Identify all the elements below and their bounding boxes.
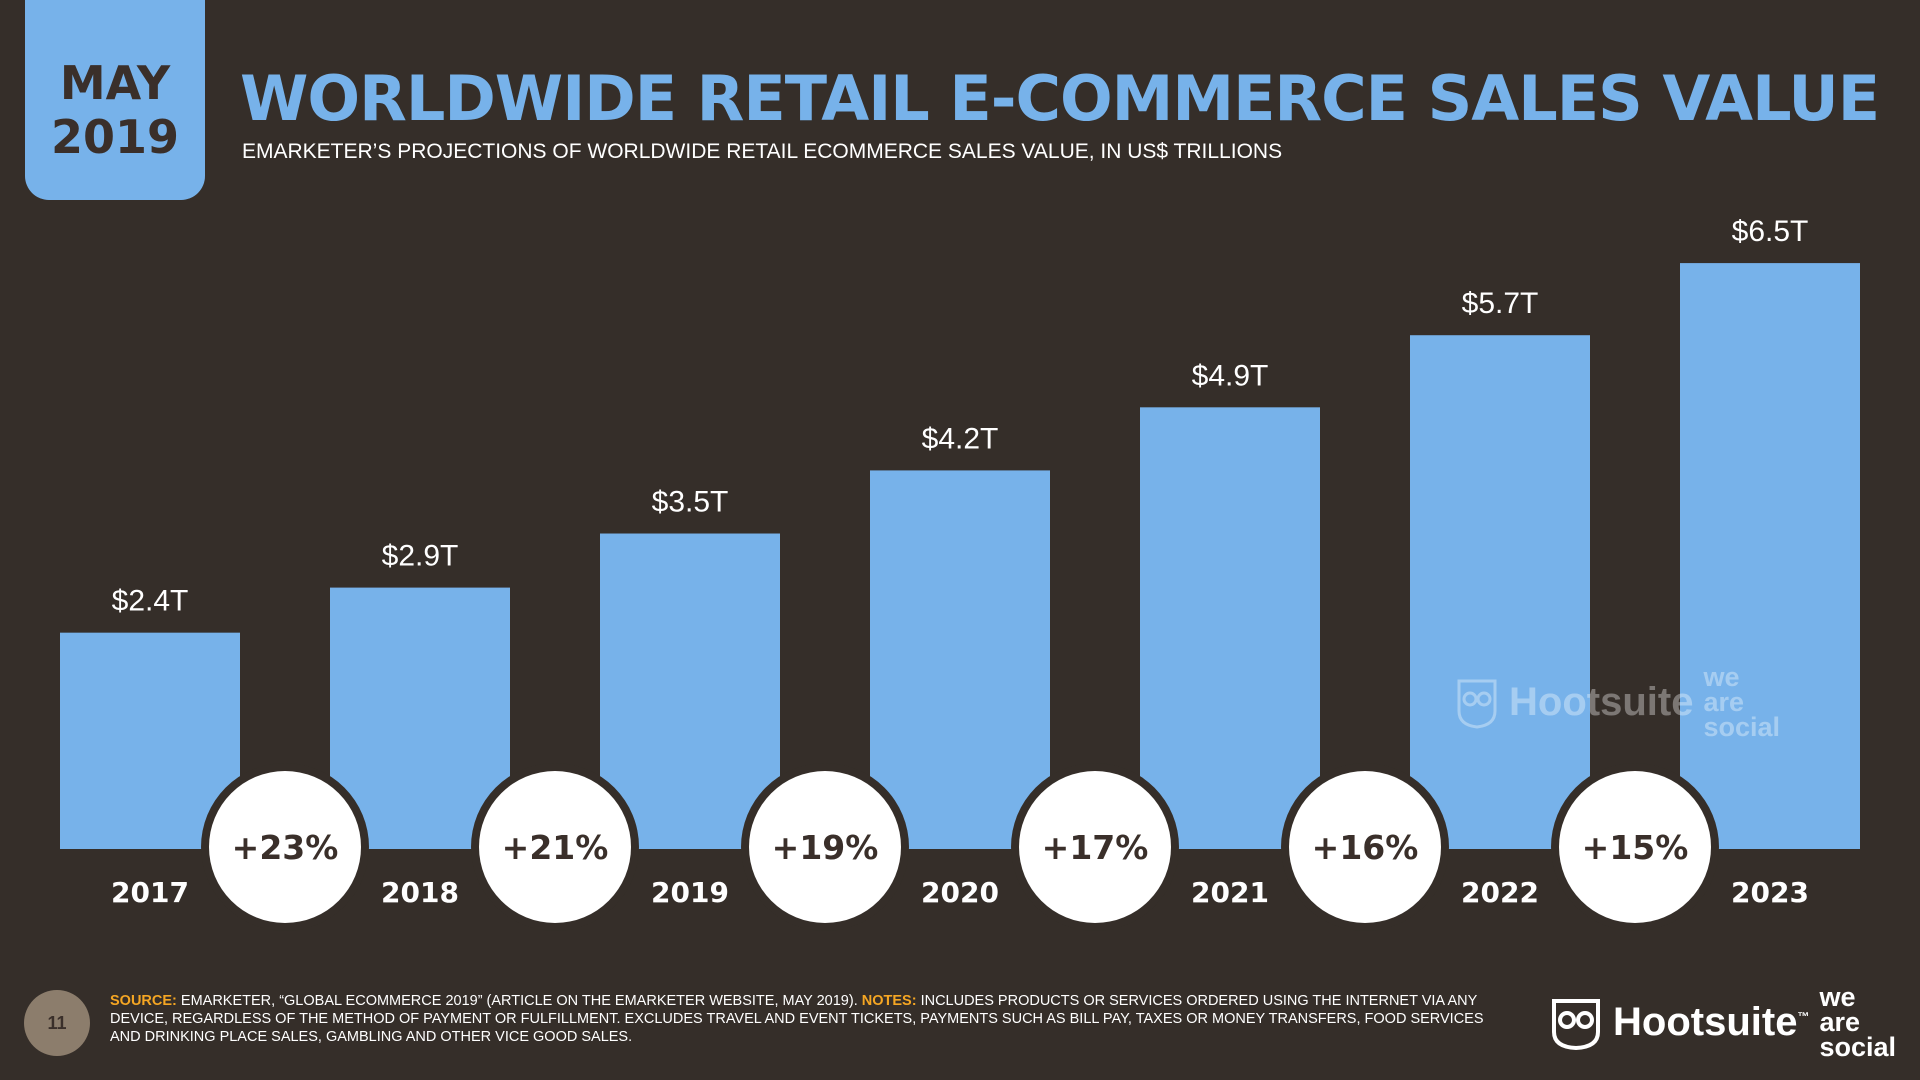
value-label-2020: $4.2T bbox=[922, 422, 999, 455]
growth-label-2: +21% bbox=[502, 828, 609, 867]
value-label-2017: $2.4T bbox=[112, 585, 189, 618]
value-label-2021: $4.9T bbox=[1192, 359, 1269, 392]
footer-notes: SOURCE: EMARKETER, “GLOBAL ECOMMERCE 201… bbox=[110, 992, 1490, 1046]
growth-circle-4 bbox=[1019, 771, 1171, 923]
page-subtitle: EMARKETER’S PROJECTIONS OF WORLDWIDE RET… bbox=[242, 140, 1283, 163]
growth-label-4: +17% bbox=[1042, 828, 1149, 867]
brand-logo: Hootsuite™ we are social bbox=[1549, 982, 1896, 1062]
source-label: SOURCE: bbox=[110, 993, 177, 1009]
growth-circle-5 bbox=[1289, 771, 1441, 923]
value-label-2023: $6.5T bbox=[1732, 215, 1809, 248]
source-text: EMARKETER, “GLOBAL ECOMMERCE 2019” (ARTI… bbox=[180, 993, 858, 1009]
watermark-hootsuite: Hootsuite bbox=[1509, 680, 1694, 724]
watermark-we-are-social: we are social bbox=[1703, 662, 1780, 742]
bar-2019 bbox=[600, 533, 780, 849]
category-label-2022: 2022 bbox=[1461, 876, 1539, 909]
badge-year: 2019 bbox=[50, 110, 180, 164]
owl-icon bbox=[1457, 679, 1497, 729]
notes-label: NOTES: bbox=[861, 993, 917, 1009]
bar-2022 bbox=[1410, 335, 1590, 849]
growth-circle-1 bbox=[209, 771, 361, 923]
page-number: 11 bbox=[24, 990, 90, 1056]
growth-circle-3 bbox=[749, 771, 901, 923]
bar-2023 bbox=[1680, 263, 1860, 849]
value-label-2018: $2.9T bbox=[382, 540, 459, 573]
growth-label-5: +16% bbox=[1312, 828, 1419, 867]
hootsuite-wordmark: Hootsuite™ bbox=[1613, 1000, 1810, 1044]
owl-icon bbox=[1552, 998, 1601, 1050]
growth-label-3: +19% bbox=[772, 828, 879, 867]
badge-month: MAY bbox=[59, 56, 171, 110]
bar-2021 bbox=[1140, 407, 1320, 849]
value-label-2022: $5.7T bbox=[1462, 287, 1539, 320]
category-label-2023: 2023 bbox=[1731, 876, 1809, 909]
category-label-2019: 2019 bbox=[651, 876, 729, 909]
watermark: Hootsuite we are social bbox=[1455, 662, 1780, 742]
value-label-2019: $3.5T bbox=[652, 486, 729, 519]
category-label-2017: 2017 bbox=[111, 876, 189, 909]
category-label-2020: 2020 bbox=[921, 876, 999, 909]
bar-2018 bbox=[330, 587, 510, 849]
we-are-social-wordmark: we are social bbox=[1819, 982, 1896, 1062]
growth-label-6: +15% bbox=[1582, 828, 1689, 867]
category-label-2021: 2021 bbox=[1191, 876, 1269, 909]
growth-circle-6 bbox=[1559, 771, 1711, 923]
date-badge: MAY 2019 bbox=[25, 0, 205, 200]
growth-circle-2 bbox=[479, 771, 631, 923]
notes-text: INCLUDES PRODUCTS OR SERVICES ORDERED US… bbox=[110, 993, 1484, 1045]
bar-2020 bbox=[870, 470, 1050, 849]
page-title: WORLDWIDE RETAIL E-COMMERCE SALES VALUE bbox=[240, 62, 1880, 135]
category-label-2018: 2018 bbox=[381, 876, 459, 909]
growth-label-1: +23% bbox=[232, 828, 339, 867]
